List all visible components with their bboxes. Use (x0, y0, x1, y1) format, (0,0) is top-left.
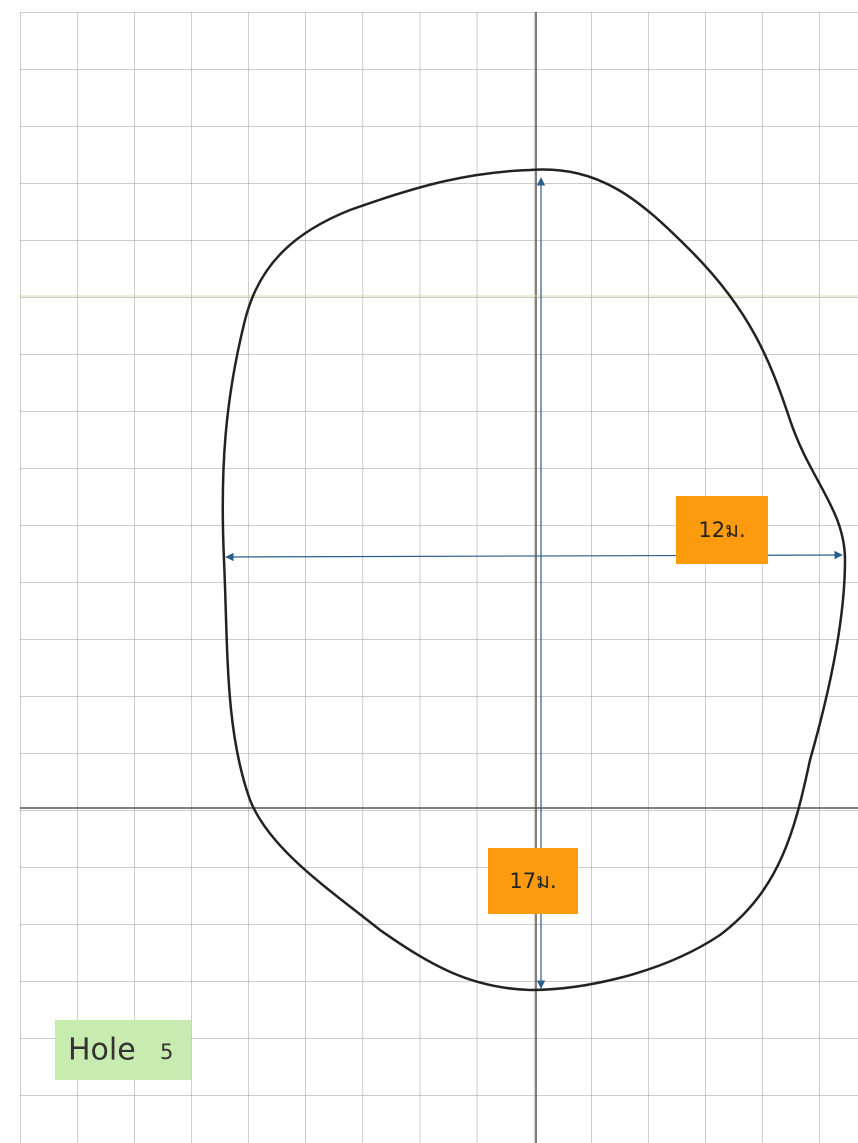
width-label-box (676, 496, 768, 564)
width-label: 12ม. (698, 518, 745, 542)
grid (20, 12, 858, 1143)
hole-name: Hole (68, 1033, 136, 1068)
length-label: 17ม. (509, 869, 556, 893)
length-label-box (488, 848, 578, 914)
hole-number: 5 (160, 1040, 173, 1064)
hole-label-box (55, 1020, 191, 1080)
hole-outline (221, 168, 847, 992)
